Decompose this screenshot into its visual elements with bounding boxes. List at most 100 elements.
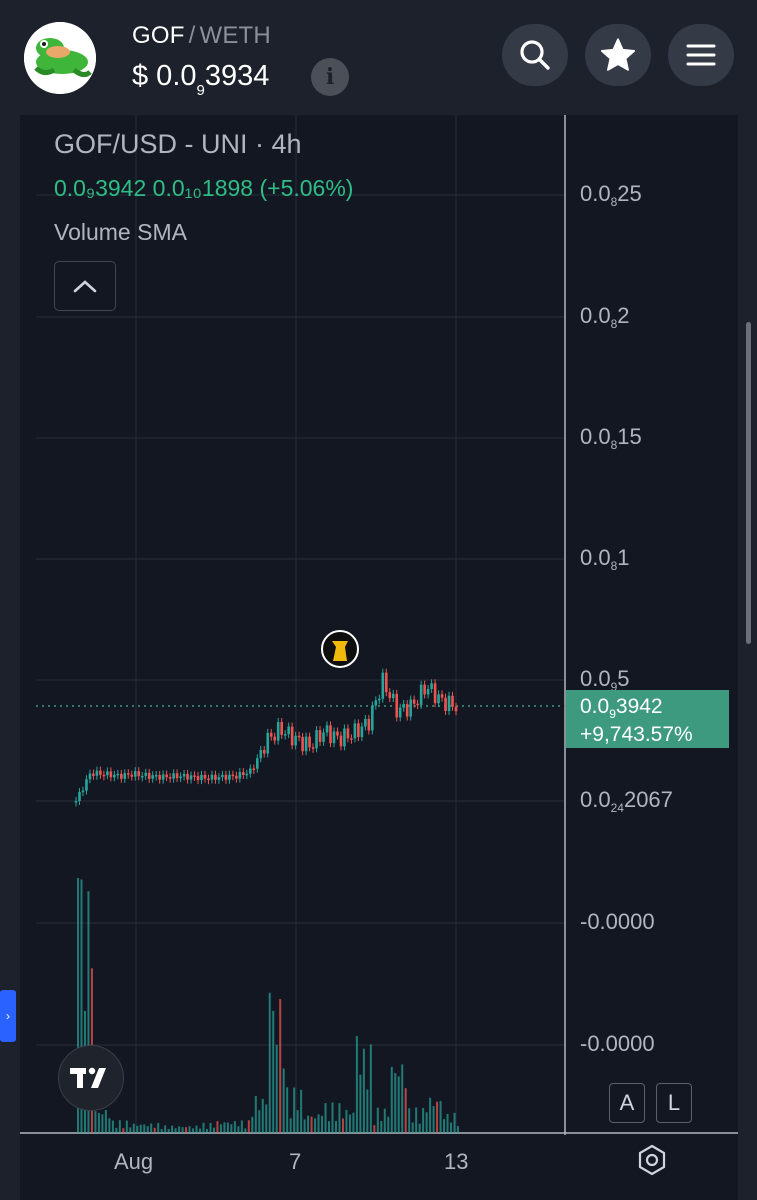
candle-body	[221, 774, 224, 778]
volume-bar	[226, 1122, 229, 1133]
price-axis-label: 0.095	[580, 666, 630, 694]
volume-bar	[268, 992, 271, 1133]
candle-body	[433, 683, 437, 704]
volume-bar	[199, 1128, 202, 1133]
volume-bar	[188, 1126, 191, 1133]
candle-body	[231, 774, 235, 777]
candle-body	[378, 698, 381, 701]
volume-bar	[359, 1074, 362, 1133]
chart-canvas[interactable]	[20, 115, 738, 1200]
candle-body	[412, 699, 416, 704]
last-price-tag: 0.093942 +9,743.57%	[566, 690, 729, 748]
favorite-button[interactable]	[585, 24, 651, 86]
volume-bar	[446, 1113, 449, 1133]
volume-bar	[167, 1129, 170, 1133]
volume-bar	[345, 1109, 348, 1133]
candle-body	[154, 775, 158, 777]
candle-body	[235, 775, 238, 779]
candle-body	[311, 747, 315, 749]
volume-bar	[97, 1112, 100, 1133]
candle-body	[357, 723, 360, 738]
tag-price-post: 3942	[615, 695, 663, 718]
candle-body	[423, 684, 426, 695]
candle-body	[343, 728, 346, 747]
auto-scale-button[interactable]: A	[609, 1083, 645, 1123]
price-axis-label: 0.082	[580, 303, 630, 331]
volume-bar	[139, 1124, 142, 1133]
volume-bar	[338, 1103, 341, 1133]
menu-button[interactable]	[668, 24, 734, 86]
volume-bar	[160, 1129, 163, 1133]
volume-bar	[348, 1114, 351, 1133]
candle-body	[384, 672, 388, 693]
volume-bar	[289, 1118, 292, 1133]
log-scale-button[interactable]: L	[656, 1083, 692, 1123]
volume-bar	[251, 1116, 254, 1133]
candle-body	[276, 722, 280, 741]
volume-bar	[397, 1076, 400, 1133]
volume-bar	[373, 1125, 376, 1133]
volume-bar	[132, 1123, 135, 1133]
candle-body	[398, 707, 402, 718]
candle-body	[224, 774, 228, 780]
price-prefix: $ 0.0	[132, 60, 197, 92]
volume-bar	[275, 1044, 278, 1133]
price-subscript: 9	[196, 82, 205, 99]
star-icon	[600, 38, 636, 71]
candle-body	[388, 692, 392, 699]
chevron-up-icon	[73, 280, 97, 293]
volume-bar	[314, 1118, 317, 1133]
tag-change: +9,743.57%	[580, 723, 693, 746]
collapse-legend-button[interactable]	[54, 261, 116, 311]
volume-bar	[202, 1122, 205, 1133]
price-axis-label: 0.081	[580, 545, 630, 573]
candle-body	[78, 792, 81, 801]
volume-bar	[411, 1122, 414, 1133]
ohlc-values: 0.0₉3942 0.0₁₀1898 (+5.06%)	[54, 175, 354, 201]
info-button[interactable]: i	[311, 58, 349, 96]
volume-bar	[216, 1121, 219, 1133]
search-button[interactable]	[502, 24, 568, 86]
volume-bar	[261, 1098, 264, 1133]
candle-body	[437, 694, 440, 704]
candle-body	[165, 774, 168, 778]
volume-bar	[286, 1087, 289, 1133]
candle-body	[182, 773, 186, 777]
candle-body	[189, 775, 193, 780]
search-icon	[520, 40, 550, 70]
volume-bar	[205, 1129, 208, 1133]
volume-bar	[404, 1088, 407, 1133]
candle-body	[74, 801, 78, 803]
volume-bar	[272, 1010, 275, 1133]
volume-bar	[143, 1124, 146, 1133]
volume-bar	[383, 1108, 386, 1133]
volume-bar	[453, 1112, 456, 1133]
pair-separator: /	[188, 22, 196, 49]
volume-bar	[115, 1127, 118, 1133]
side-panel-toggle[interactable]: ›	[0, 990, 16, 1042]
volume-bar	[136, 1125, 139, 1133]
event-marker-icon[interactable]	[321, 630, 359, 668]
volume-indicator-label[interactable]: Volume SMA	[54, 219, 187, 245]
candle-body	[200, 774, 203, 781]
volume-bar	[293, 1087, 296, 1133]
candle-body	[193, 775, 196, 777]
candle-body	[214, 774, 217, 780]
candle-body	[151, 775, 154, 779]
volume-bar	[324, 1103, 327, 1133]
settings-icon[interactable]	[637, 1144, 667, 1176]
volume-bar	[240, 1120, 243, 1133]
volume-bar	[422, 1107, 425, 1133]
page-scrollbar[interactable]	[746, 322, 751, 644]
candle-body	[440, 694, 444, 698]
candle-body	[262, 749, 266, 754]
candle-body	[85, 779, 88, 791]
candle-body	[120, 773, 123, 779]
volume-bar	[237, 1126, 240, 1133]
volume-bar	[125, 1120, 128, 1133]
price-chart[interactable]: GOF/USD - UNI · 4h 0.0₉3942 0.0₁₀1898 (+…	[20, 115, 738, 1200]
candle-body	[109, 771, 113, 778]
tradingview-logo[interactable]	[58, 1045, 124, 1111]
volume-bar	[303, 1119, 306, 1133]
price-axis-label: -0.0000	[580, 1031, 655, 1056]
